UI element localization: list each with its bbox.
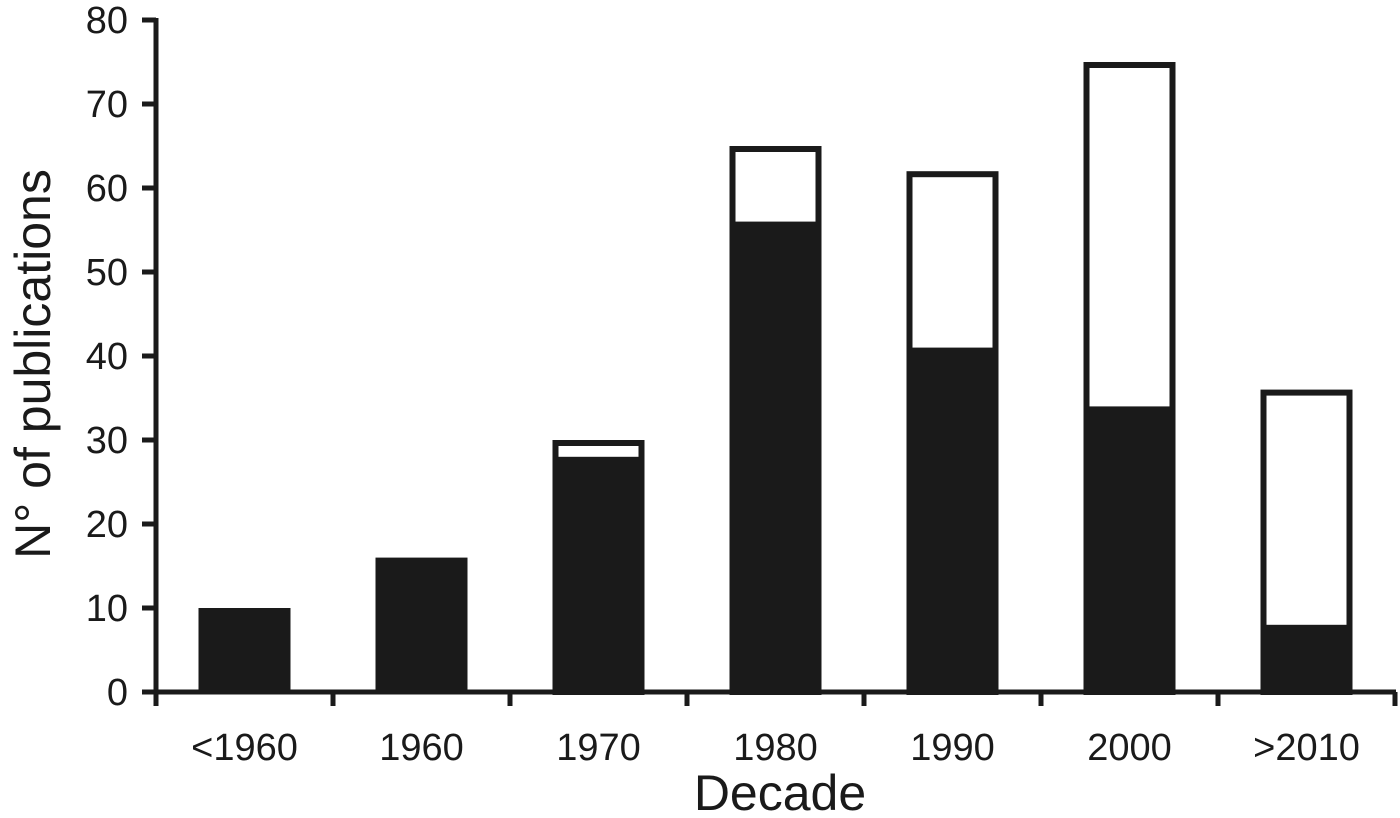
bar-segment-lower	[375, 557, 468, 692]
x-tick-label: 1990	[910, 727, 995, 769]
x-tick-label: 1970	[556, 727, 641, 769]
x-axis-title: Decade	[694, 765, 866, 818]
y-ticks: 0 10 20 30 40 50 60 70 80	[86, 0, 156, 714]
y-tick-label: 30	[86, 420, 128, 462]
y-tick-label: 50	[86, 252, 128, 294]
bar-segment-lower	[1260, 624, 1353, 692]
x-tick-label: >2010	[1253, 727, 1360, 769]
x-tick-label: 1960	[379, 727, 464, 769]
y-tick-label: 80	[86, 0, 128, 42]
y-tick-label: 0	[107, 672, 128, 714]
x-ticks: <1960 1960 1970 1980 1990 2000 >2010	[153, 692, 1398, 769]
bars-layer	[198, 62, 1353, 695]
bar-segment-lower	[552, 456, 645, 692]
y-tick-label: 40	[86, 336, 128, 378]
y-tick-label: 10	[86, 588, 128, 630]
bar-segment-lower	[1083, 406, 1176, 692]
y-axis-title: N° of publications	[5, 169, 61, 559]
x-tick-label: 1980	[733, 727, 818, 769]
bar-segment-lower	[729, 221, 822, 692]
x-tick-label: 2000	[1087, 727, 1172, 769]
y-tick-label: 20	[86, 504, 128, 546]
y-tick-label: 70	[86, 84, 128, 126]
axes-layer	[150, 18, 1396, 706]
x-tick-label: <1960	[191, 727, 298, 769]
bar-segment-lower	[906, 347, 999, 692]
bar-segment-lower	[198, 608, 291, 692]
y-tick-label: 60	[86, 168, 128, 210]
